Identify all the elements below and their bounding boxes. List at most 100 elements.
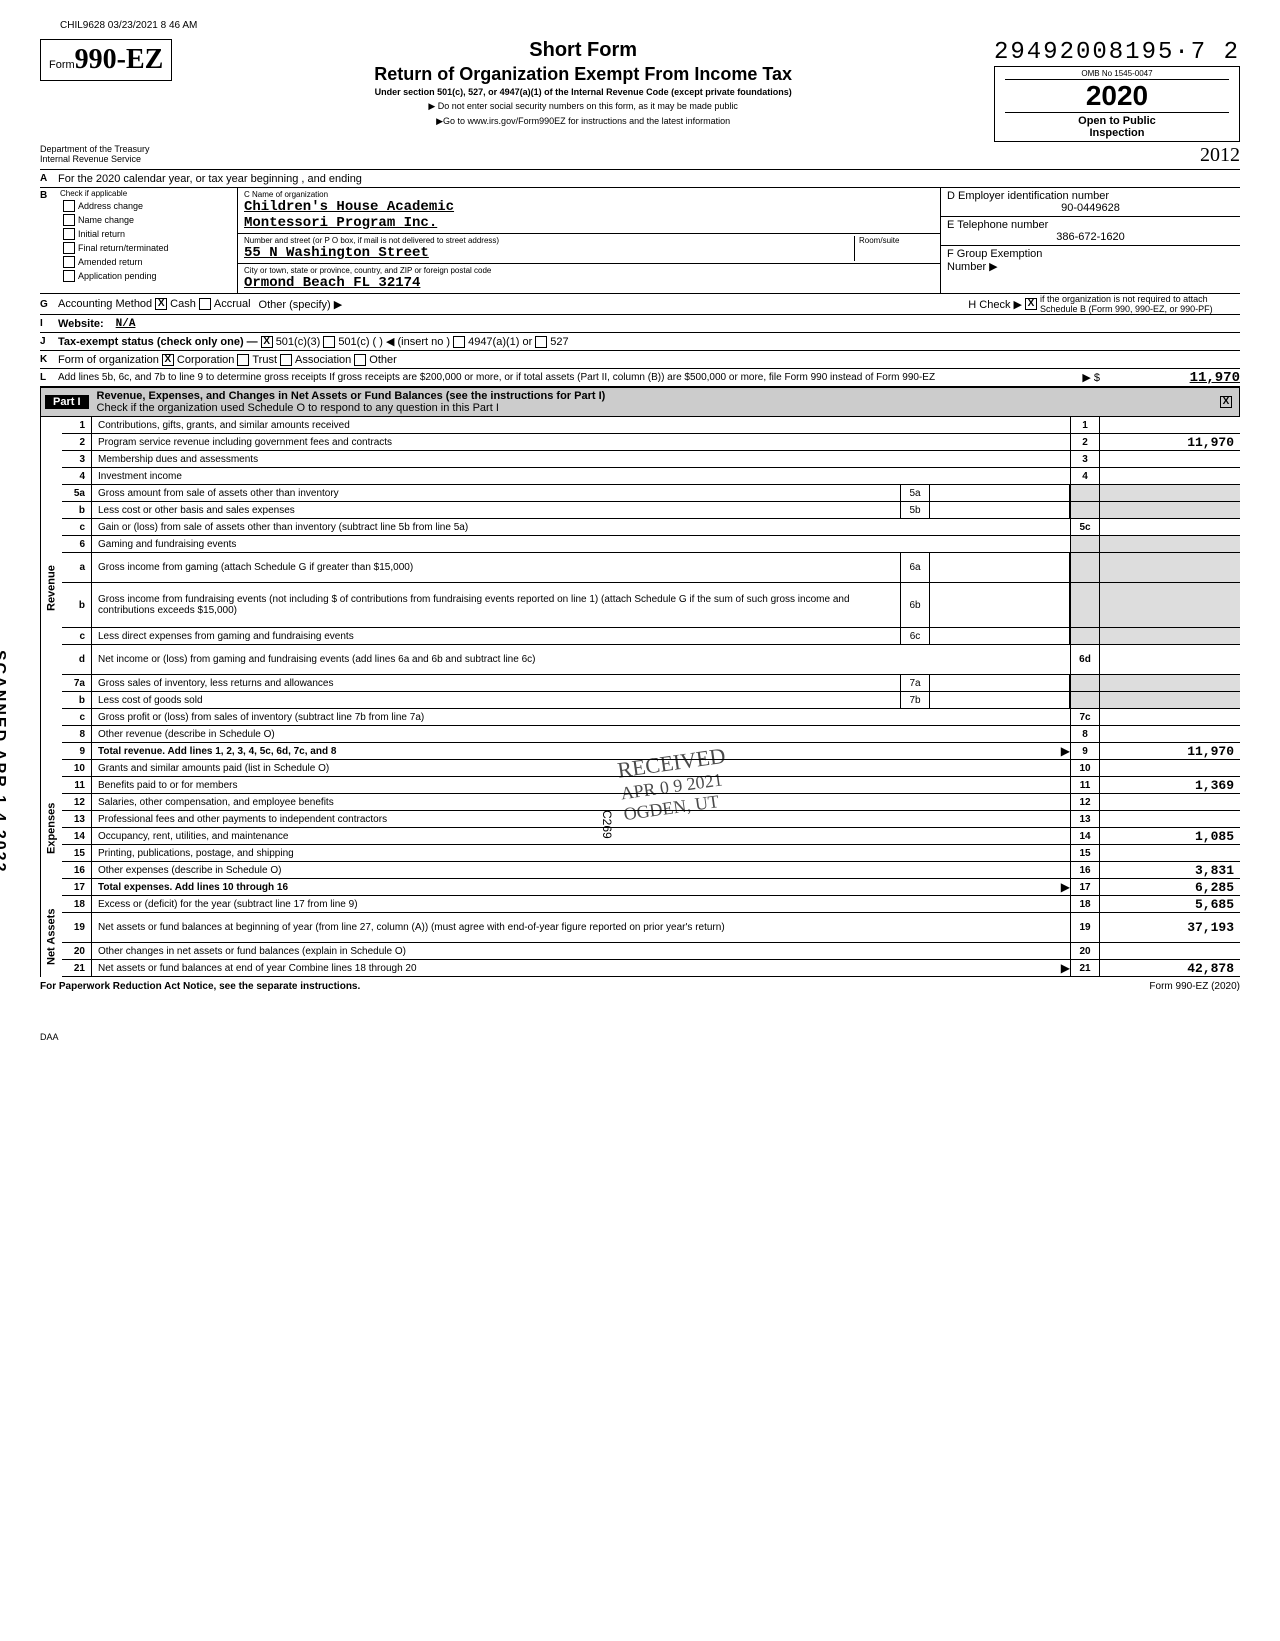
line-k: K Form of organization XCorporation Trus… [40, 351, 1240, 369]
e-label: E Telephone number [947, 219, 1234, 231]
row-7c-val [1100, 709, 1240, 725]
open-public: Open to Public Inspection [1005, 112, 1229, 139]
label-pending: Application pending [78, 271, 157, 281]
row-11-desc: Benefits paid to or for members [92, 779, 1070, 792]
k-label: Form of organization [58, 354, 159, 366]
line-g: G Accounting Method XCash Accrual Other … [40, 294, 1240, 315]
row-6c-num: c [62, 628, 92, 644]
check-amended[interactable] [63, 256, 75, 268]
form-prefix: Form [49, 59, 75, 71]
website-value: N/A [116, 318, 136, 330]
row-17-num: 17 [62, 879, 92, 895]
main-title: Return of Organization Exempt From Incom… [180, 64, 986, 85]
check-schedule-o[interactable]: X [1220, 396, 1232, 408]
check-trust[interactable] [237, 354, 249, 366]
row-10-desc: Grants and similar amounts paid (list in… [92, 762, 1070, 775]
row-14-rn: 14 [1070, 828, 1100, 844]
stamp-number: 29492008195·7 2 [994, 39, 1240, 66]
row-19-num: 19 [62, 913, 92, 942]
phone: 386-672-1620 [947, 231, 1234, 243]
row-17-rn: 17 [1070, 879, 1100, 895]
row-9-val: 11,970 [1100, 743, 1240, 759]
check-address-change[interactable] [63, 200, 75, 212]
part-1-header: Part I Revenue, Expenses, and Changes in… [40, 387, 1240, 417]
label-amended: Amended return [78, 257, 143, 267]
row-7b-num: b [62, 692, 92, 708]
row-14-desc: Occupancy, rent, utilities, and maintena… [92, 830, 1070, 843]
check-initial-return[interactable] [63, 228, 75, 240]
row-2-num: 2 [62, 434, 92, 450]
check-other-org[interactable] [354, 354, 366, 366]
check-pending[interactable] [63, 270, 75, 282]
row-7a-mn: 7a [900, 675, 930, 691]
expenses-side-label: Expenses [40, 760, 62, 896]
row-9-num: 9 [62, 743, 92, 759]
row-7a-num: 7a [62, 675, 92, 691]
check-501c3[interactable]: X [261, 336, 273, 348]
row-5c-rn: 5c [1070, 519, 1100, 535]
check-final-return[interactable] [63, 242, 75, 254]
row-6a-num: a [62, 553, 92, 582]
check-name-change[interactable] [63, 214, 75, 226]
revenue-side-label: Revenue [40, 417, 62, 760]
row-6b-rn [1070, 583, 1100, 627]
row-2-rn: 2 [1070, 434, 1100, 450]
row-4-desc: Investment income [92, 470, 1070, 483]
row-2-desc: Program service revenue including govern… [92, 436, 1070, 449]
row-18-num: 18 [62, 896, 92, 912]
row-17-val: 6,285 [1100, 879, 1240, 895]
row-11-val: 1,369 [1100, 777, 1240, 793]
row-13-rn: 13 [1070, 811, 1100, 827]
row-1-rn: 1 [1070, 417, 1100, 433]
row-12-desc: Salaries, other compensation, and employ… [92, 796, 1070, 809]
warning-1: ▶ Do not enter social security numbers o… [180, 101, 986, 112]
check-4947[interactable] [453, 336, 465, 348]
row-13-num: 13 [62, 811, 92, 827]
row-20-desc: Other changes in net assets or fund bala… [92, 945, 1070, 958]
row-3-num: 3 [62, 451, 92, 467]
row-6c-desc: Less direct expenses from gaming and fun… [92, 630, 900, 643]
row-6a-mn: 6a [900, 553, 930, 582]
row-7c-desc: Gross profit or (loss) from sales of inv… [92, 711, 1070, 724]
form-number-box: Form 990-EZ [40, 39, 172, 81]
row-3-val [1100, 451, 1240, 467]
inspection-label: Inspection [1089, 127, 1144, 139]
label-527: 527 [550, 336, 568, 348]
check-assoc[interactable] [280, 354, 292, 366]
address: 55 N Washington Street [244, 245, 854, 261]
row-7b-val [1100, 692, 1240, 708]
part-1-title: Revenue, Expenses, and Changes in Net As… [97, 390, 1217, 402]
dept-irs: Internal Revenue Service [40, 154, 220, 164]
g-label: Accounting Method [58, 298, 152, 310]
form-number: 990-EZ [75, 44, 164, 76]
handwritten-year: 2012 [1200, 144, 1240, 167]
check-h[interactable]: X [1025, 298, 1037, 310]
row-13-val [1100, 811, 1240, 827]
check-501c[interactable] [323, 336, 335, 348]
row-3-desc: Membership dues and assessments [92, 453, 1070, 466]
dept-treasury: Department of the Treasury [40, 144, 220, 154]
row-8-desc: Other revenue (describe in Schedule O) [92, 728, 1070, 741]
h-label: H Check ▶ [968, 298, 1022, 311]
footer-left: For Paperwork Reduction Act Notice, see … [40, 981, 360, 992]
row-7c-num: c [62, 709, 92, 725]
row-15-desc: Printing, publications, postage, and shi… [92, 847, 1070, 860]
check-cash[interactable]: X [155, 298, 167, 310]
row-11-num: 11 [62, 777, 92, 793]
ein: 90-0449628 [947, 202, 1234, 214]
row-5b-num: b [62, 502, 92, 518]
check-corp[interactable]: X [162, 354, 174, 366]
row-9-arrow: ▶ [1061, 744, 1070, 758]
row-18-val: 5,685 [1100, 896, 1240, 912]
check-accrual[interactable] [199, 298, 211, 310]
row-7b-mv [930, 692, 1070, 708]
line-j: J Tax-exempt status (check only one) — X… [40, 333, 1240, 351]
row-12-num: 12 [62, 794, 92, 810]
check-527[interactable] [535, 336, 547, 348]
row-5b-mn: 5b [900, 502, 930, 518]
row-20-rn: 20 [1070, 943, 1100, 959]
row-19-val: 37,193 [1100, 913, 1240, 942]
row-5c-desc: Gain or (loss) from sale of assets other… [92, 521, 1070, 534]
website-label: Website: [58, 318, 104, 330]
file-stamp: CHIL9628 03/23/2021 8 46 AM [60, 20, 1240, 31]
